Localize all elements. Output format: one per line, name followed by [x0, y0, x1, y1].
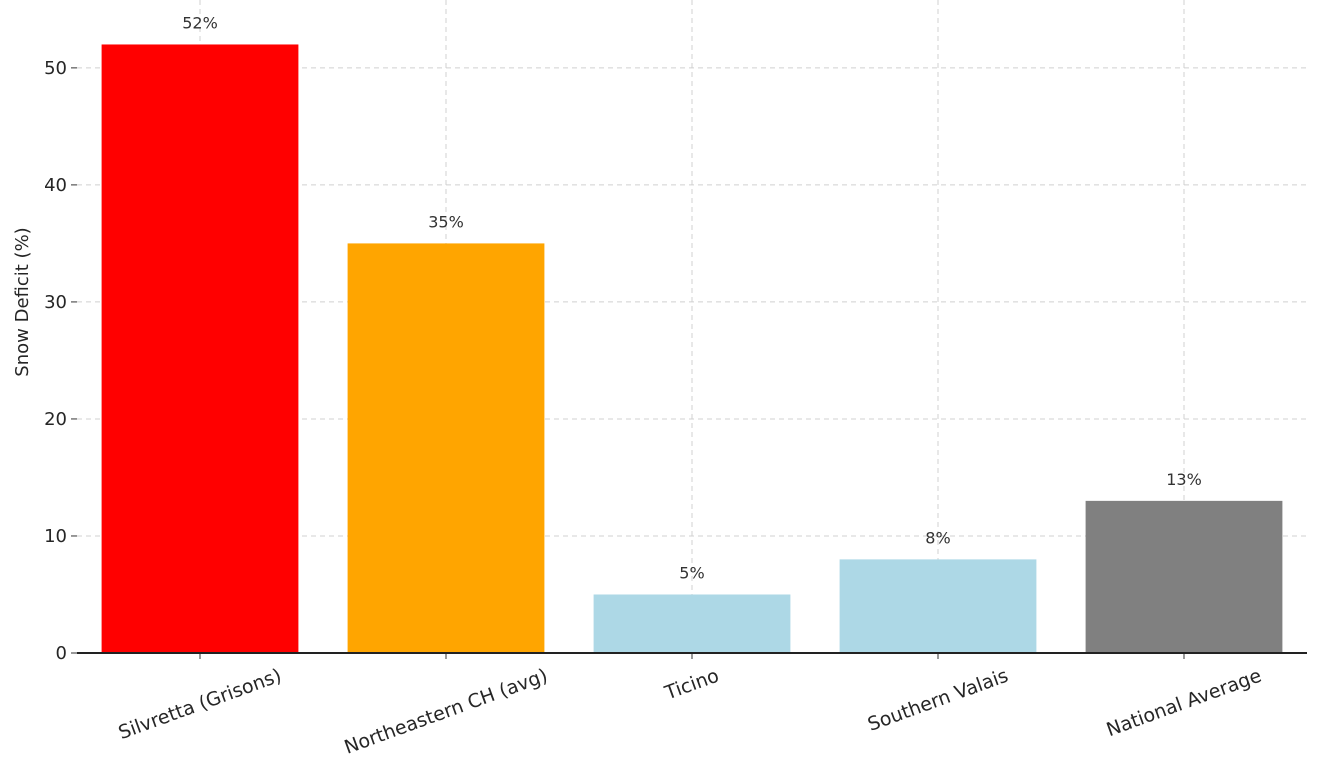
y-tick-label: 0	[56, 643, 67, 664]
x-tick-label: Silvretta (Grisons)	[116, 665, 285, 744]
y-tick-label: 20	[44, 409, 67, 430]
value-label: 13%	[1166, 470, 1202, 489]
x-tick-label: National Average	[1104, 665, 1265, 742]
y-tick-label: 10	[44, 526, 67, 547]
bar	[593, 594, 791, 653]
bar	[101, 44, 299, 653]
y-tick-label: 50	[44, 58, 67, 79]
x-tick-label: Southern Valais	[865, 665, 1011, 736]
value-label: 5%	[679, 563, 704, 582]
value-label: 52%	[182, 13, 218, 32]
bar	[1085, 500, 1283, 653]
bar	[839, 559, 1037, 653]
value-label: 35%	[428, 212, 464, 231]
y-tick-label: 40	[44, 175, 67, 196]
y-tick-label: 30	[44, 292, 67, 313]
value-label: 8%	[925, 528, 950, 547]
y-axis-label: Snow Deficit (%)	[12, 227, 33, 376]
x-tick-label: Ticino	[661, 665, 722, 705]
bar	[347, 243, 545, 654]
x-tick-label: Northeastern CH (avg)	[341, 665, 550, 759]
